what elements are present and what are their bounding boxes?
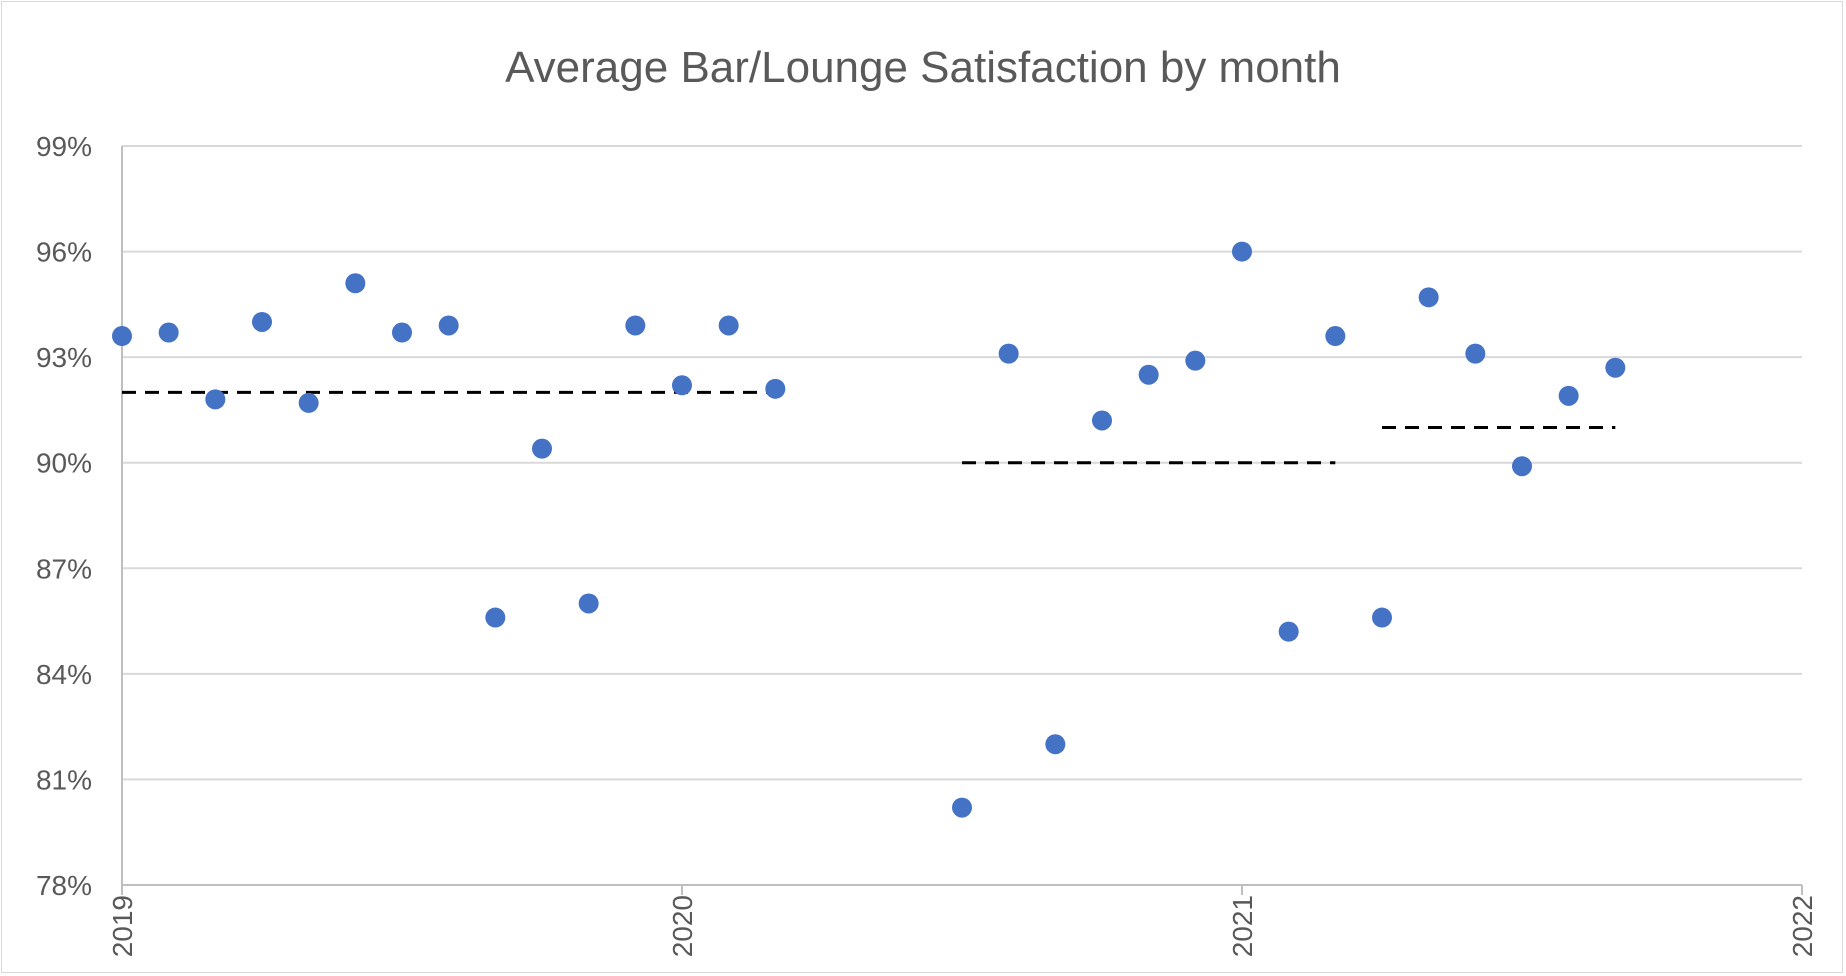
data-point — [952, 797, 972, 818]
x-tick-label: 2019 — [107, 895, 138, 957]
x-tick-label: 2021 — [1227, 895, 1258, 957]
data-point — [532, 438, 552, 459]
data-point — [1372, 607, 1392, 628]
data-point — [205, 389, 226, 410]
data-point — [1325, 326, 1346, 347]
data-point — [1138, 364, 1159, 385]
data-point — [112, 326, 132, 347]
chart-title: Average Bar/Lounge Satisfaction by month — [505, 43, 1341, 92]
gridlines — [122, 145, 1802, 781]
y-tick-label: 81% — [36, 764, 92, 795]
y-axis-tick-labels: 78% 81% 84% 87% 90% 93% 96% 99% — [36, 131, 92, 901]
x-axis-tick-labels: 2019 2020 2021 2022 — [107, 895, 1818, 957]
data-point — [485, 607, 506, 628]
data-point — [1605, 357, 1626, 378]
data-point — [765, 378, 786, 399]
y-tick-label: 87% — [36, 553, 92, 584]
data-point — [252, 311, 272, 332]
y-tick-label: 96% — [36, 237, 92, 268]
data-point — [345, 273, 366, 294]
data-point — [392, 322, 412, 343]
data-point — [672, 375, 692, 396]
axes — [121, 146, 1803, 895]
y-tick-label: 84% — [36, 659, 92, 690]
data-point — [1278, 621, 1299, 642]
data-point — [1185, 350, 1206, 371]
data-point — [625, 315, 646, 336]
data-point — [1232, 241, 1252, 262]
data-point — [298, 392, 319, 413]
y-tick-label: 99% — [36, 131, 92, 162]
data-point — [1512, 456, 1532, 477]
x-tick-label: 2022 — [1787, 895, 1818, 957]
y-tick-label: 93% — [36, 342, 92, 373]
data-points — [112, 241, 1626, 818]
data-point — [1418, 287, 1439, 308]
data-point — [578, 593, 599, 614]
y-tick-label: 90% — [36, 448, 92, 479]
data-point — [1558, 385, 1579, 406]
x-tick-label: 2020 — [667, 895, 698, 957]
data-point — [998, 343, 1019, 364]
data-point — [1465, 343, 1486, 364]
data-point — [718, 315, 739, 336]
data-point — [1045, 734, 1066, 755]
data-point — [1092, 410, 1112, 431]
average-lines — [122, 390, 1616, 465]
y-tick-label: 78% — [36, 870, 92, 901]
data-point — [158, 322, 179, 343]
data-point — [438, 315, 459, 336]
